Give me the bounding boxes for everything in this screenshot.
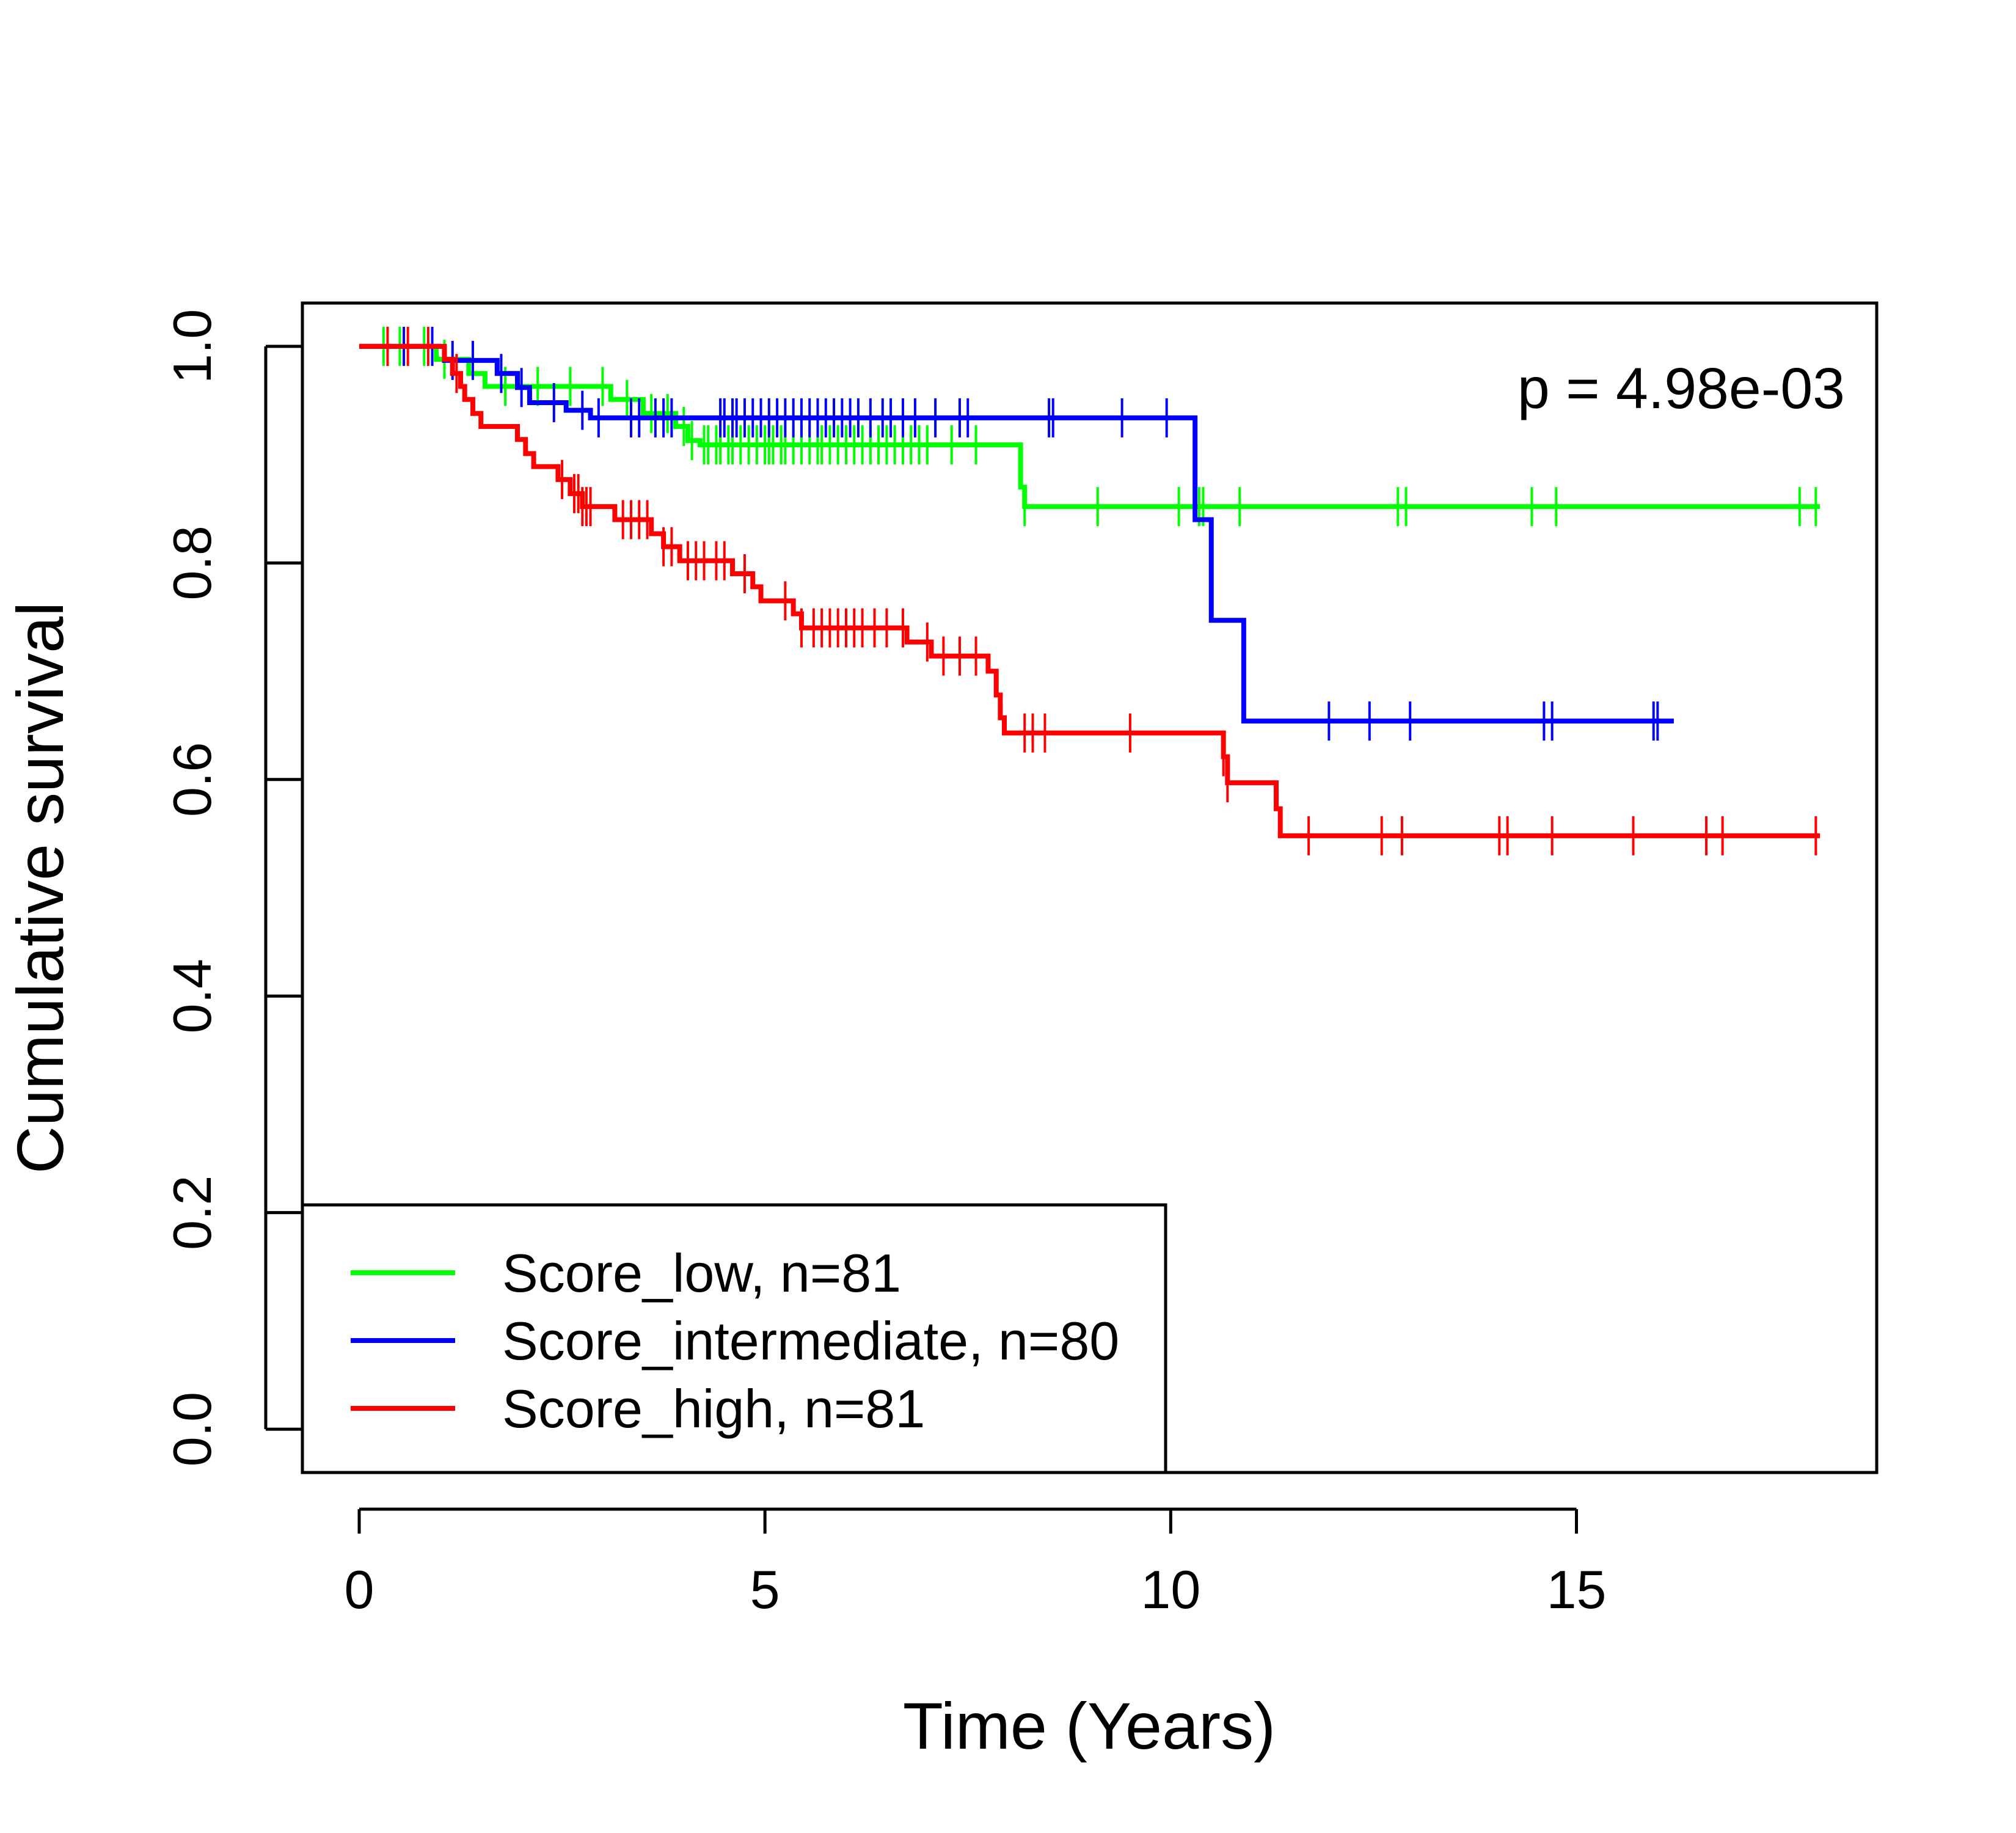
series-layer xyxy=(359,326,1821,855)
x-tick-label: 10 xyxy=(1141,1559,1200,1620)
p-value-annotation: p = 4.98e-03 xyxy=(1517,356,1845,421)
x-tick-label: 0 xyxy=(345,1559,374,1620)
y-axis: 0.0 0.2 0.4 0.6 0.8 1.0 xyxy=(162,309,302,1466)
series-group xyxy=(359,326,1674,741)
y-tick-label: 0.2 xyxy=(162,1175,222,1249)
legend: Score_low, n=81 Score_intermediate, n=80 S… xyxy=(301,1203,1167,1474)
y-tick-label: 0.6 xyxy=(162,742,222,817)
x-tick-label: 15 xyxy=(1547,1559,1607,1620)
x-axis: 0 5 10 15 xyxy=(345,1507,1607,1620)
y-tick-label: 1.0 xyxy=(162,309,222,384)
y-axis-title: Cumulative survival xyxy=(3,602,77,1174)
y-tick-label: 0.0 xyxy=(162,1392,222,1466)
legend-label: Score_intermediate, n=80 xyxy=(502,1311,1119,1371)
legend-label: Score_low, n=81 xyxy=(502,1243,901,1303)
series-group xyxy=(359,326,1821,527)
legend-label: Score_high, n=81 xyxy=(502,1378,925,1439)
x-axis-title: Time (Years) xyxy=(903,1689,1276,1763)
survival-curve xyxy=(359,343,1821,510)
survival-curve xyxy=(359,343,1674,724)
y-tick-label: 0.8 xyxy=(162,525,222,600)
y-tick-label: 0.4 xyxy=(162,959,222,1033)
x-tick-label: 5 xyxy=(750,1559,780,1620)
series-group xyxy=(359,326,1821,855)
survival-curve xyxy=(359,343,1821,838)
